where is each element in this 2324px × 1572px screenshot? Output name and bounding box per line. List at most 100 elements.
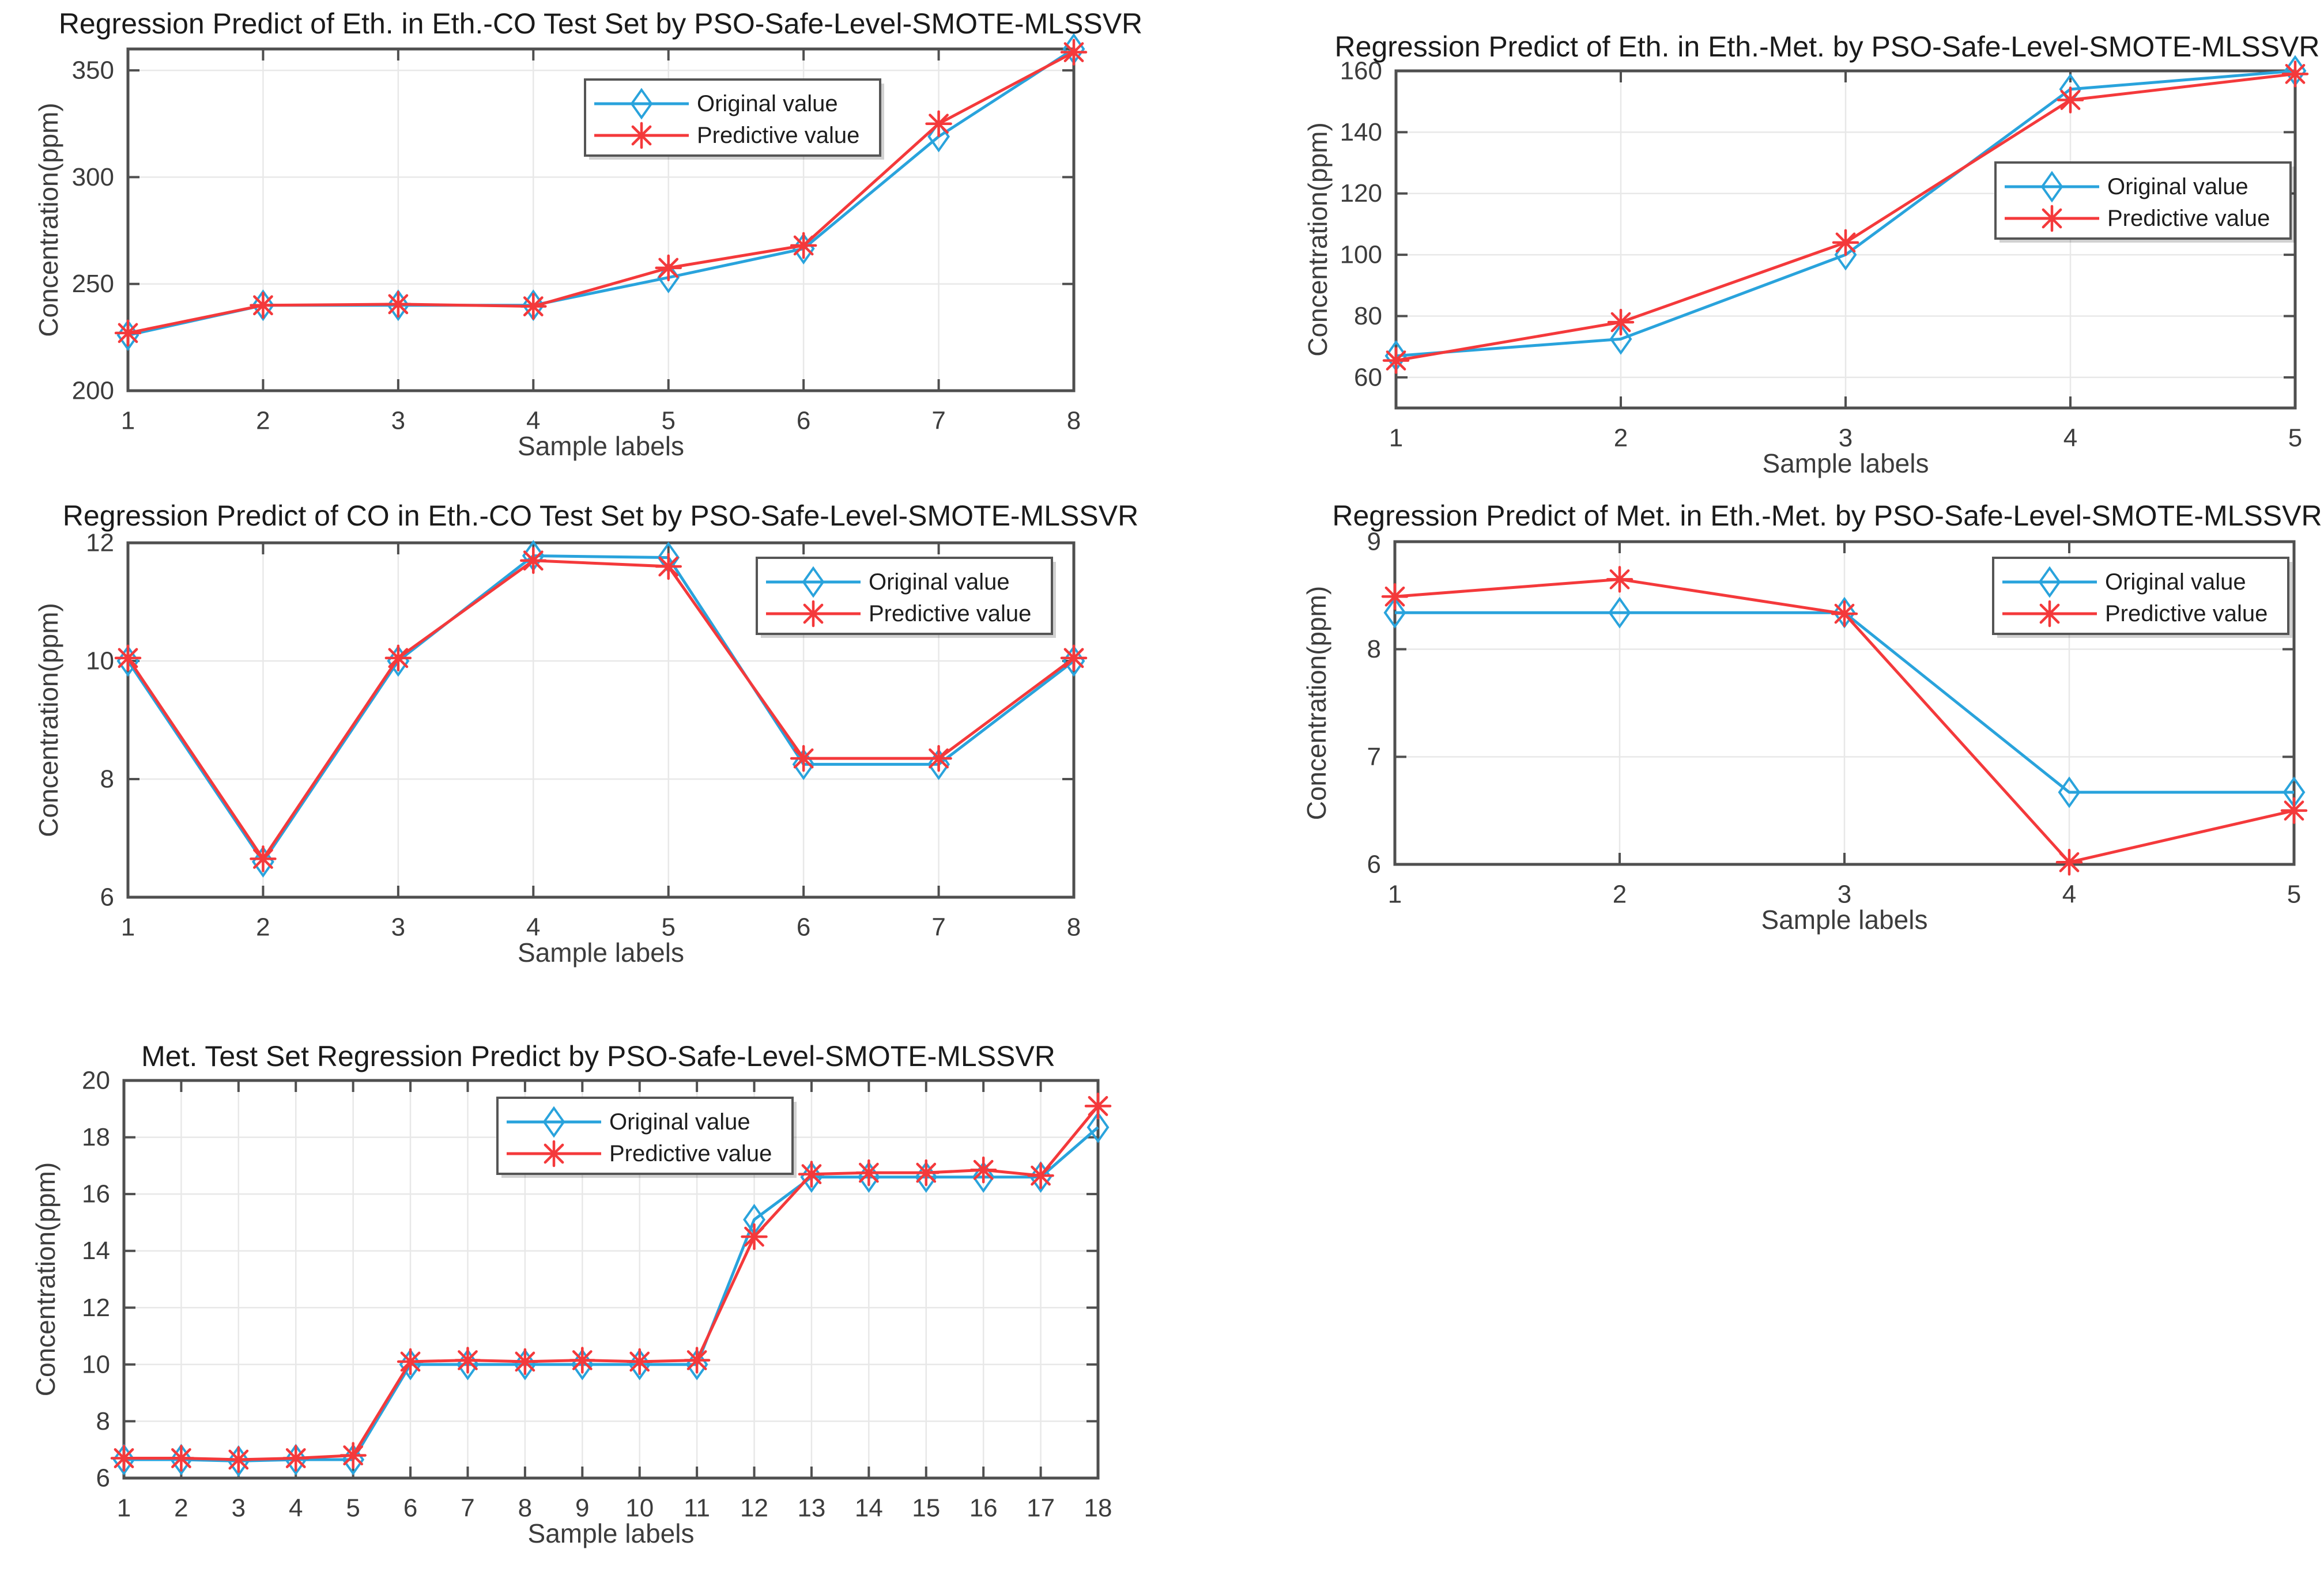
asterisk-marker bbox=[1607, 308, 1635, 336]
x-axis-label: Sample labels bbox=[518, 431, 684, 461]
asterisk-marker bbox=[912, 1159, 940, 1186]
x-axis-label: Sample labels bbox=[1763, 448, 1929, 478]
y-tick-label: 250 bbox=[72, 270, 114, 298]
x-tick-label: 5 bbox=[2287, 881, 2301, 909]
y-axis-label: Concentration(ppm) bbox=[33, 103, 63, 337]
asterisk-marker bbox=[397, 1348, 424, 1376]
y-tick-label: 10 bbox=[86, 647, 114, 675]
asterisk-marker bbox=[225, 1446, 252, 1473]
asterisk-marker bbox=[855, 1159, 882, 1186]
y-tick-label: 8 bbox=[1367, 635, 1381, 663]
predictive-series-line bbox=[126, 559, 1075, 860]
legend-diamond-icon bbox=[542, 1106, 565, 1138]
diamond-marker bbox=[284, 1443, 307, 1476]
y-axis-label: Concentration(ppm) bbox=[1301, 586, 1331, 821]
predictive-series-line bbox=[127, 51, 1075, 335]
x-tick-label: 2 bbox=[256, 913, 270, 942]
y-tick-label: 80 bbox=[1354, 302, 1382, 330]
x-tick-label: 4 bbox=[2062, 881, 2076, 909]
x-tick-label: 10 bbox=[625, 1494, 654, 1522]
y-tick-label: 300 bbox=[72, 163, 114, 191]
legend-label-predictive: Predictive value bbox=[2107, 206, 2270, 231]
x-tick-label: 5 bbox=[661, 913, 675, 942]
x-tick-label: 14 bbox=[855, 1494, 883, 1522]
asterisk-marker bbox=[655, 254, 682, 282]
y-tick-label: 160 bbox=[1340, 57, 1382, 85]
y-tick-label: 12 bbox=[82, 1294, 110, 1322]
asterisk-marker bbox=[1084, 1093, 1112, 1120]
x-tick-label: 4 bbox=[2063, 424, 2077, 452]
asterisk-marker bbox=[1831, 600, 1858, 628]
asterisk-marker bbox=[339, 1442, 367, 1469]
x-tick-label: 8 bbox=[1067, 407, 1081, 435]
diamond-marker bbox=[112, 1443, 135, 1476]
asterisk-marker bbox=[1060, 644, 1088, 672]
asterisk-marker bbox=[741, 1223, 768, 1250]
x-tick-label: 6 bbox=[403, 1494, 417, 1522]
asterisk-marker bbox=[798, 1161, 825, 1188]
x-tick-label: 3 bbox=[232, 1494, 246, 1522]
chart-title: Met. Test Set Regression Predict by PSO-… bbox=[141, 1040, 1055, 1072]
legend-asterisk-icon bbox=[540, 1140, 568, 1167]
x-tick-label: 4 bbox=[526, 913, 540, 942]
diamond-marker bbox=[387, 645, 410, 677]
asterisk-marker bbox=[626, 1348, 653, 1376]
y-tick-label: 12 bbox=[86, 529, 114, 557]
x-tick-label: 1 bbox=[117, 1494, 131, 1522]
y-tick-label: 200 bbox=[72, 377, 114, 405]
x-tick-label: 17 bbox=[1027, 1494, 1055, 1522]
legend-label-original: Original value bbox=[697, 91, 838, 116]
legend-asterisk-icon bbox=[2036, 600, 2063, 628]
asterisk-marker bbox=[1381, 583, 1409, 610]
y-tick-label: 10 bbox=[82, 1350, 110, 1378]
x-tick-label: 9 bbox=[575, 1494, 589, 1522]
x-tick-label: 16 bbox=[969, 1494, 998, 1522]
x-axis-label: Sample labels bbox=[1761, 905, 1928, 935]
legend-asterisk-icon bbox=[2038, 205, 2066, 232]
diamond-marker bbox=[116, 645, 139, 677]
asterisk-marker bbox=[2055, 849, 2083, 876]
chart-title: Regression Predict of Eth. in Eth.-Met. … bbox=[1335, 31, 2320, 63]
y-axis-label: Concentration(ppm) bbox=[1303, 122, 1333, 357]
asterisk-marker bbox=[655, 553, 682, 580]
x-tick-label: 5 bbox=[661, 407, 675, 435]
diamond-marker bbox=[800, 1161, 823, 1193]
legend-label-predictive: Predictive value bbox=[2105, 601, 2268, 626]
asterisk-marker bbox=[1382, 347, 1410, 374]
asterisk-marker bbox=[969, 1157, 997, 1184]
chart-title: Regression Predict of Met. in Eth.-Met. … bbox=[1332, 500, 2322, 532]
x-tick-label: 1 bbox=[1389, 424, 1403, 452]
asterisk-marker bbox=[282, 1445, 310, 1472]
y-axis-label: Concentration(ppm) bbox=[31, 1162, 61, 1397]
diamond-marker bbox=[227, 1445, 250, 1477]
diamond-marker bbox=[792, 233, 815, 264]
asterisk-marker bbox=[384, 290, 412, 318]
axes-frame bbox=[126, 47, 1076, 392]
legend-label-predictive: Predictive value bbox=[609, 1141, 772, 1166]
x-tick-label: 18 bbox=[1084, 1494, 1112, 1522]
y-tick-label: 8 bbox=[100, 765, 114, 793]
legend-diamond-icon bbox=[802, 566, 825, 598]
legend-box bbox=[1994, 161, 2292, 240]
x-tick-label: 4 bbox=[289, 1494, 303, 1522]
y-tick-label: 16 bbox=[82, 1180, 110, 1208]
asterisk-marker bbox=[520, 293, 547, 320]
diamond-marker bbox=[1029, 1161, 1052, 1193]
y-tick-label: 9 bbox=[1367, 528, 1381, 556]
x-tick-label: 4 bbox=[526, 407, 540, 435]
diamond-marker bbox=[169, 1443, 193, 1476]
y-tick-label: 6 bbox=[96, 1464, 110, 1492]
legend-label-predictive: Predictive value bbox=[697, 123, 859, 148]
x-tick-label: 2 bbox=[256, 407, 270, 435]
x-tick-label: 11 bbox=[684, 1494, 710, 1522]
diamond-marker bbox=[1608, 596, 1631, 629]
chart-met-test-set: 1 2 3 4 5 6 7 8 9 10 11 12 13 14 15 16 17 186810121416182… bbox=[31, 1040, 1112, 1548]
original-series-line bbox=[126, 554, 1075, 863]
chart-eth-in-eth-co: 1 2 3 4 5 6 7 8 200 250 300 350 Regression Predict o… bbox=[33, 7, 1142, 461]
legend-label-original: Original value bbox=[2105, 569, 2246, 595]
